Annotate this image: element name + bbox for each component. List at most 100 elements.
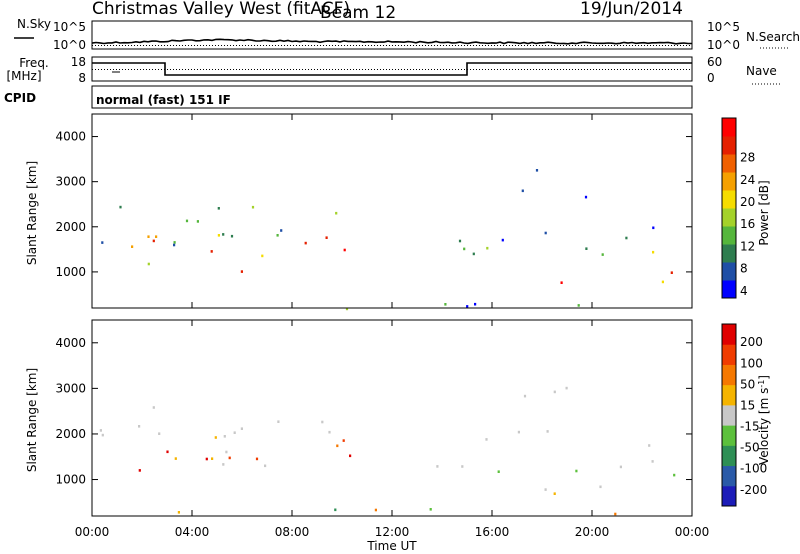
nsearch-label: N.Search <box>746 30 800 44</box>
x-tick-label: 08:00 <box>275 525 310 539</box>
data-cell <box>553 390 556 394</box>
data-cell <box>251 205 255 209</box>
colorbar-tick-label: 12 <box>740 239 755 253</box>
x-tick-label: 04:00 <box>175 525 210 539</box>
data-cell <box>458 239 462 243</box>
data-cell <box>575 469 578 473</box>
data-cell <box>211 457 214 460</box>
data-cell <box>147 262 150 266</box>
noise-strip: N.Sky 10^5 10^0 10^5 10^0 N.Search <box>14 17 800 52</box>
freq-strip: Freq. [MHz] 18 8 60 0 Nave <box>6 55 780 85</box>
data-cell <box>210 250 213 253</box>
colorbar-tick-label: -50 <box>740 441 760 455</box>
data-cell <box>177 511 180 514</box>
power-colorbar: 28 24 20 16 12 8 4 <box>721 117 755 299</box>
data-cell <box>158 432 161 435</box>
data-cell <box>223 435 226 438</box>
data-cell <box>321 420 324 424</box>
colorbar-swatch <box>722 280 736 299</box>
data-cell <box>173 241 176 244</box>
data-cell <box>601 253 604 256</box>
data-cell <box>328 430 331 434</box>
data-cell <box>497 470 500 473</box>
data-cell <box>463 247 466 251</box>
power-panel-bg <box>92 114 692 308</box>
colorbar-swatch <box>722 485 736 507</box>
data-cell <box>517 430 520 434</box>
date-label: 19/Jun/2014 <box>580 0 683 19</box>
data-cell <box>560 281 563 284</box>
data-cell <box>619 465 622 469</box>
data-cell <box>521 189 524 193</box>
data-cell <box>101 433 104 437</box>
freq-tick-high: 18 <box>71 55 86 69</box>
data-cell <box>553 492 556 495</box>
data-cell <box>335 211 338 215</box>
data-cell <box>485 438 488 441</box>
x-tick-label: 00:00 <box>75 525 110 539</box>
data-cell <box>152 239 155 243</box>
colorbar-tick-label: 15 <box>740 398 755 412</box>
data-cell <box>240 270 243 273</box>
data-cell <box>673 473 676 477</box>
data-cell <box>222 463 225 466</box>
colorbar-swatch <box>722 190 736 209</box>
data-cell <box>325 236 328 239</box>
velocity-y-ticks: 1000 2000 3000 4000 <box>55 336 692 487</box>
cpid-frame <box>91 85 693 109</box>
y-tick-label: 2000 <box>55 220 86 234</box>
station-title: Christmas Valley West (fitACF) <box>92 0 350 19</box>
data-cell <box>155 235 158 238</box>
data-cell <box>436 465 439 468</box>
colorbar-swatch <box>722 226 736 245</box>
data-cell <box>138 469 141 472</box>
data-cell <box>174 457 177 460</box>
data-cell <box>429 508 432 511</box>
colorbar-tick-label: 28 <box>740 151 755 165</box>
colorbar-swatch <box>722 404 736 426</box>
colorbar-swatch <box>722 465 736 487</box>
colorbar-swatch <box>722 154 736 173</box>
colorbar-swatch <box>722 364 736 386</box>
nsky-tick-low: 10^0 <box>53 38 86 52</box>
data-cell <box>228 456 231 460</box>
colorbar-swatch <box>722 324 736 345</box>
colorbar-swatch <box>722 445 736 467</box>
data-cell <box>625 236 628 240</box>
data-cell <box>585 247 588 250</box>
data-cell <box>264 464 267 468</box>
data-cell <box>233 431 236 434</box>
nsearch-tick-high: 10^5 <box>707 20 740 34</box>
data-cell <box>99 429 102 432</box>
data-cell <box>599 485 602 489</box>
power-panel: 1000 2000 3000 4000 Slant Range [km] <box>25 113 693 311</box>
colorbar-tick-label: 24 <box>740 173 755 187</box>
data-cell <box>501 238 504 242</box>
colorbar-swatch <box>722 118 736 137</box>
data-cell <box>217 234 220 237</box>
colorbar-swatch <box>722 244 736 263</box>
data-cell <box>474 302 477 306</box>
freq-label-unit: [MHz] <box>6 69 41 83</box>
data-cell <box>652 250 655 254</box>
data-cell <box>147 235 150 238</box>
data-cell <box>276 234 279 237</box>
data-cell <box>652 226 655 230</box>
beam-label: Beam 12 <box>320 3 396 23</box>
nave-tick-low: 0 <box>707 71 715 85</box>
data-cell <box>131 245 134 248</box>
data-cell <box>343 248 346 252</box>
power-ylabel: Slant Range [km] <box>25 161 39 265</box>
x-axis-ticks: 00:00 04:00 08:00 12:00 16:00 20:00 00:00 <box>75 114 709 539</box>
cpid-label: CPID <box>4 91 36 105</box>
colorbar-tick-label: 100 <box>740 356 763 370</box>
y-tick-label: 4000 <box>55 130 86 144</box>
data-cell <box>345 307 349 311</box>
data-cell <box>205 457 208 461</box>
data-cell <box>349 454 352 458</box>
velocity-ylabel: Slant Range [km] <box>25 368 39 472</box>
freq-line <box>92 62 692 76</box>
noise-frame <box>91 20 693 50</box>
data-cell <box>651 460 654 463</box>
x-tick-label: 20:00 <box>575 525 610 539</box>
